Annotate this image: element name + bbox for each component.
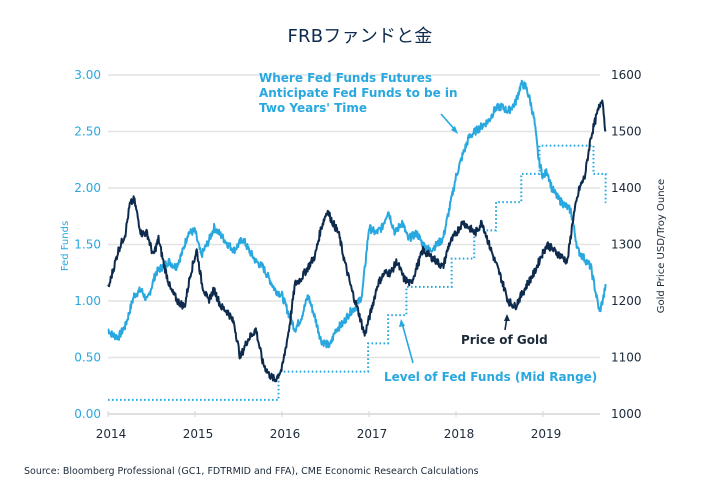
y-left-tick-label: 0.50: [74, 351, 101, 365]
annotation-fedfunds-arrowhead: [399, 319, 405, 327]
annotation-futures-line-3: Two Years' Time: [259, 101, 367, 115]
y-right-tick-label: 1100: [611, 351, 642, 365]
x-tick-label: 2016: [270, 427, 301, 441]
annotation-futures-line-2: Anticipate Fed Funds to be in: [259, 86, 458, 100]
y-right-tick-label: 1200: [611, 294, 642, 308]
source-note: Source: Bloomberg Professional (GC1, FDT…: [24, 466, 479, 477]
annotation-futures-line-1: Where Fed Funds Futures: [259, 71, 432, 85]
x-tick-label: 2019: [531, 427, 562, 441]
y-axis-left-ticks: 0.00 0.50 1.00 1.50 2.00 2.50 3.00: [74, 68, 101, 421]
annotation-futures-arrowhead: [451, 126, 458, 134]
gridlines: [108, 74, 600, 415]
y-axis-right-label: Gold Price USD/Troy Ounce: [656, 179, 667, 313]
y-right-tick-label: 1600: [611, 68, 642, 82]
x-tick-label: 2018: [444, 427, 475, 441]
chart-title: FRBファンドと金: [287, 26, 433, 47]
annotation-fedfunds-arrow: [401, 322, 414, 364]
annotation-gold-arrowhead: [504, 314, 510, 321]
annotation-futures: Where Fed Funds Futures Anticipate Fed F…: [259, 71, 458, 134]
y-left-tick-label: 1.50: [74, 238, 101, 252]
y-left-tick-label: 3.00: [74, 68, 101, 82]
y-left-tick-label: 2.00: [74, 181, 101, 195]
y-axis-right-ticks: 1000 1100 1200 1300 1400 1500 1600: [611, 68, 642, 421]
y-left-tick-label: 1.00: [74, 294, 101, 308]
y-left-tick-label: 0.00: [74, 407, 101, 421]
series-gold-price: [107, 99, 607, 383]
series-fed-funds-futures: [107, 79, 607, 349]
y-right-tick-label: 1300: [611, 238, 642, 252]
annotation-gold: Price of Gold: [461, 314, 548, 347]
y-right-tick-label: 1500: [611, 125, 642, 139]
annotation-gold-label: Price of Gold: [461, 333, 548, 347]
annotation-fedfunds: Level of Fed Funds (Mid Range): [384, 319, 597, 384]
y-right-tick-label: 1000: [611, 407, 642, 421]
y-right-tick-label: 1400: [611, 181, 642, 195]
series-group: [107, 79, 607, 401]
x-axis-ticks: 2014 2015 2016 2017 2018 2019: [96, 411, 562, 441]
x-tick-label: 2017: [357, 427, 388, 441]
y-axis-left-label: Fed Funds: [60, 221, 71, 271]
y-left-tick-label: 2.50: [74, 125, 101, 139]
x-tick-label: 2014: [96, 427, 127, 441]
x-tick-label: 2015: [183, 427, 214, 441]
series-fed-funds-level: [108, 144, 607, 401]
annotation-fedfunds-label: Level of Fed Funds (Mid Range): [384, 370, 597, 384]
